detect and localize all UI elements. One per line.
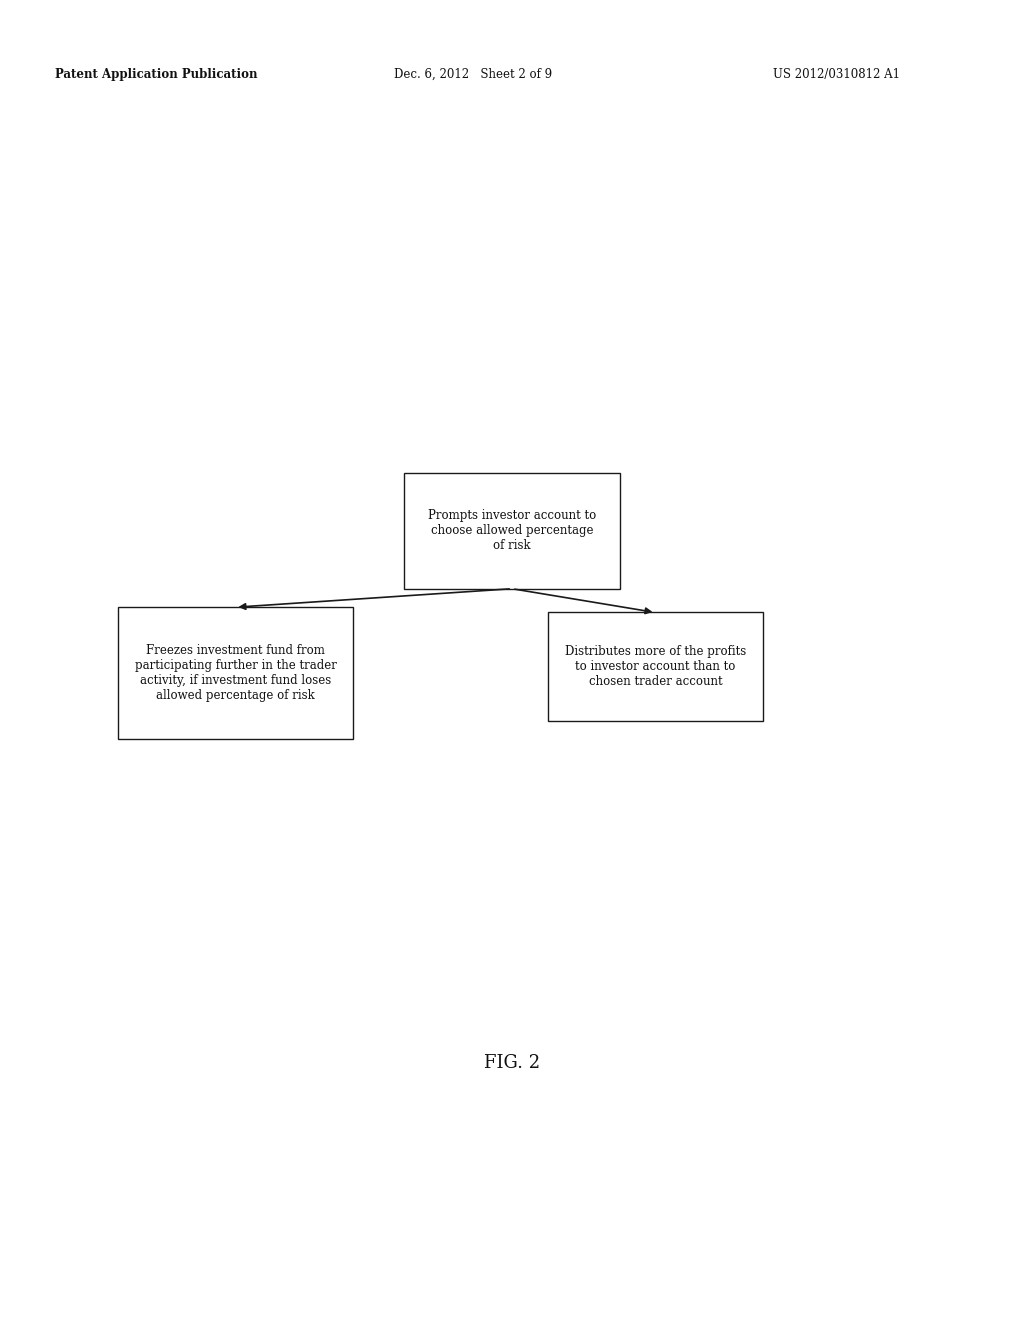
FancyBboxPatch shape xyxy=(118,607,353,739)
Text: Prompts investor account to
choose allowed percentage
of risk: Prompts investor account to choose allow… xyxy=(428,510,596,552)
Text: Patent Application Publication: Patent Application Publication xyxy=(55,69,258,81)
Text: Freezes investment fund from
participating further in the trader
activity, if in: Freezes investment fund from participati… xyxy=(134,644,337,702)
Text: Distributes more of the profits
to investor account than to
chosen trader accoun: Distributes more of the profits to inves… xyxy=(564,645,746,688)
Text: FIG. 2: FIG. 2 xyxy=(484,1053,540,1072)
FancyBboxPatch shape xyxy=(404,473,620,589)
Text: US 2012/0310812 A1: US 2012/0310812 A1 xyxy=(773,69,900,81)
Text: Dec. 6, 2012   Sheet 2 of 9: Dec. 6, 2012 Sheet 2 of 9 xyxy=(394,69,552,81)
FancyBboxPatch shape xyxy=(548,612,763,721)
